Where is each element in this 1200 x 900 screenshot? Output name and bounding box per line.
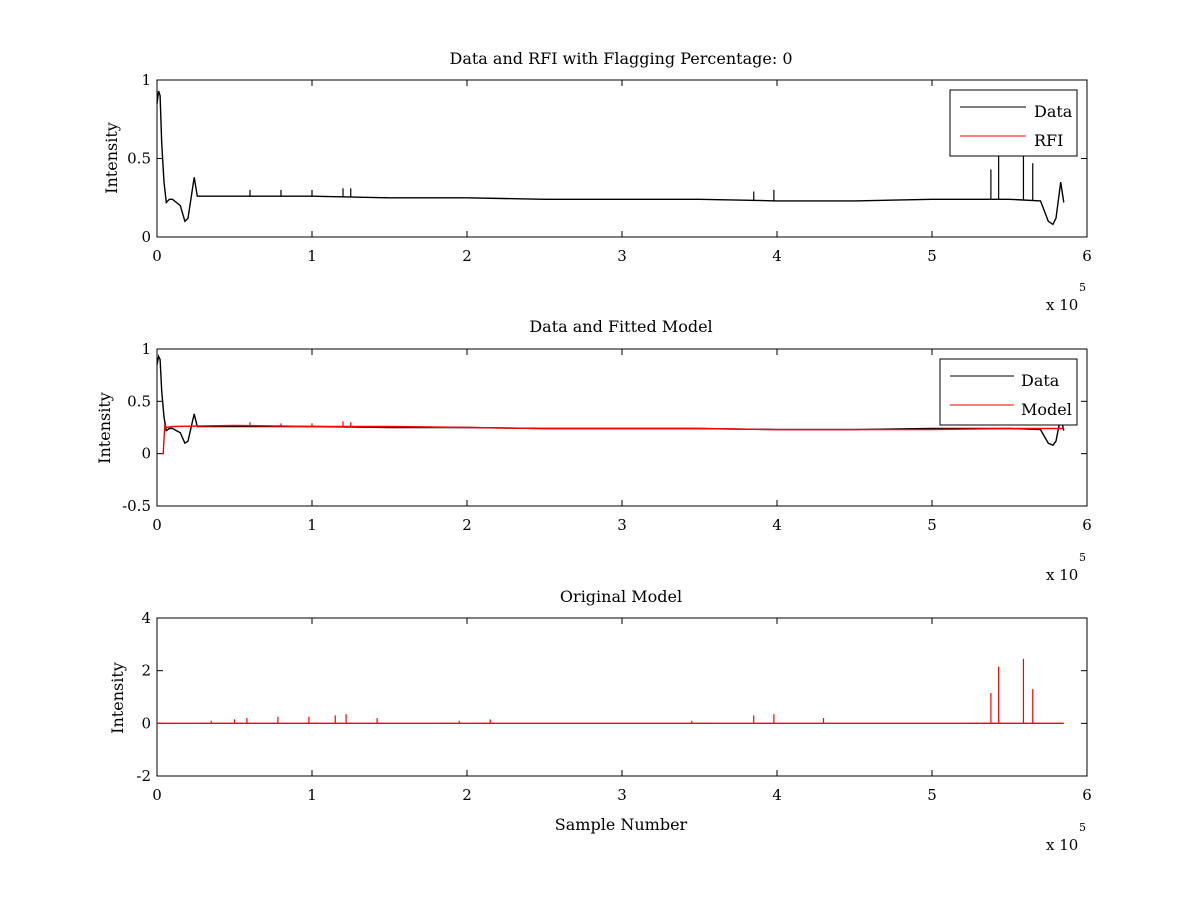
- x-tick-label: 6: [1082, 516, 1092, 534]
- x-tick-label: 4: [772, 516, 782, 534]
- y-tick-label: 1: [141, 71, 151, 89]
- legend-label-rfi: RFI: [1034, 131, 1063, 150]
- x-tick-label: 1: [307, 247, 317, 265]
- ticks: 0 1 2 3 4 5 6-0.500.51: [122, 340, 1092, 534]
- x-multiplier-exponent: 5: [1079, 821, 1086, 834]
- chart-title: Data and Fitted Model: [529, 317, 712, 336]
- x-tick-label: 4: [772, 786, 782, 804]
- y-tick-label: 0: [141, 445, 151, 463]
- y-tick-label: 0: [141, 228, 151, 246]
- chart-title: Data and RFI with Flagging Percentage: 0: [449, 49, 792, 68]
- y-tick-label: 0.5: [127, 150, 151, 168]
- x-tick-label: 5: [927, 786, 937, 804]
- legend-box: [949, 89, 1078, 157]
- y-axis-label: Intensity: [102, 122, 121, 194]
- x-tick-label: 3: [617, 247, 627, 265]
- x-tick-label: 1: [307, 516, 317, 534]
- y-tick-label: 0.5: [127, 392, 151, 410]
- y-axis-label: Intensity: [95, 392, 114, 464]
- x-tick-label: 5: [927, 247, 937, 265]
- series-line-0: [156, 90, 1065, 226]
- x-tick-label: 2: [462, 786, 472, 804]
- x-tick-label: 0: [152, 247, 162, 265]
- y-tick-label: 4: [141, 609, 151, 627]
- panel-data-rfi: Data and RFI with Flagging Percentage: 0…: [102, 49, 1092, 314]
- x-multiplier-label: x 10: [1046, 836, 1078, 854]
- x-tick-label: 2: [462, 247, 472, 265]
- legend-label-data: Data: [1034, 102, 1073, 121]
- x-multiplier-label: x 10: [1046, 296, 1078, 314]
- x-tick-label: 3: [617, 516, 627, 534]
- y-tick-label: -2: [136, 767, 151, 785]
- legend-label-model: Model: [1021, 400, 1072, 419]
- y-tick-label: 1: [141, 340, 151, 358]
- x-multiplier-exponent: 5: [1079, 281, 1086, 294]
- x-multiplier-exponent: 5: [1079, 551, 1086, 564]
- x-tick-label: 5: [927, 516, 937, 534]
- ticks: 0 1 2 3 4 5 6 0 0.5 1: [127, 71, 1092, 265]
- y-tick-label: -0.5: [122, 497, 151, 515]
- series-lines: [156, 354, 1065, 455]
- y-axis-label: Intensity: [108, 662, 127, 734]
- x-tick-label: 0: [152, 786, 162, 804]
- x-tick-label: 0: [152, 516, 162, 534]
- y-tick-label: 0: [141, 714, 151, 732]
- x-tick-label: 2: [462, 516, 472, 534]
- panel-fitted-model: Data and Fitted Model Intensity 0 1 2 3 4 5 6 -…: [95, 317, 1092, 584]
- legend: Data Model: [939, 358, 1078, 426]
- series-line-1: [161, 423, 1064, 455]
- series-lines: [156, 90, 1065, 226]
- x-tick-label: 3: [617, 786, 627, 804]
- x-tick-label: 4: [772, 247, 782, 265]
- x-tick-label: 6: [1082, 786, 1092, 804]
- legend-label-data: Data: [1021, 371, 1060, 390]
- x-tick-label: 1: [307, 786, 317, 804]
- legend-box: [939, 358, 1078, 426]
- legend: Data RFI: [949, 89, 1078, 157]
- y-tick-label: 2: [141, 662, 151, 680]
- x-tick-label: 6: [1082, 247, 1092, 265]
- chart-title: Original Model: [560, 587, 682, 606]
- series-lines: [157, 658, 1064, 724]
- x-axis-label: Sample Number: [555, 815, 688, 834]
- x-multiplier-label: x 10: [1046, 566, 1078, 584]
